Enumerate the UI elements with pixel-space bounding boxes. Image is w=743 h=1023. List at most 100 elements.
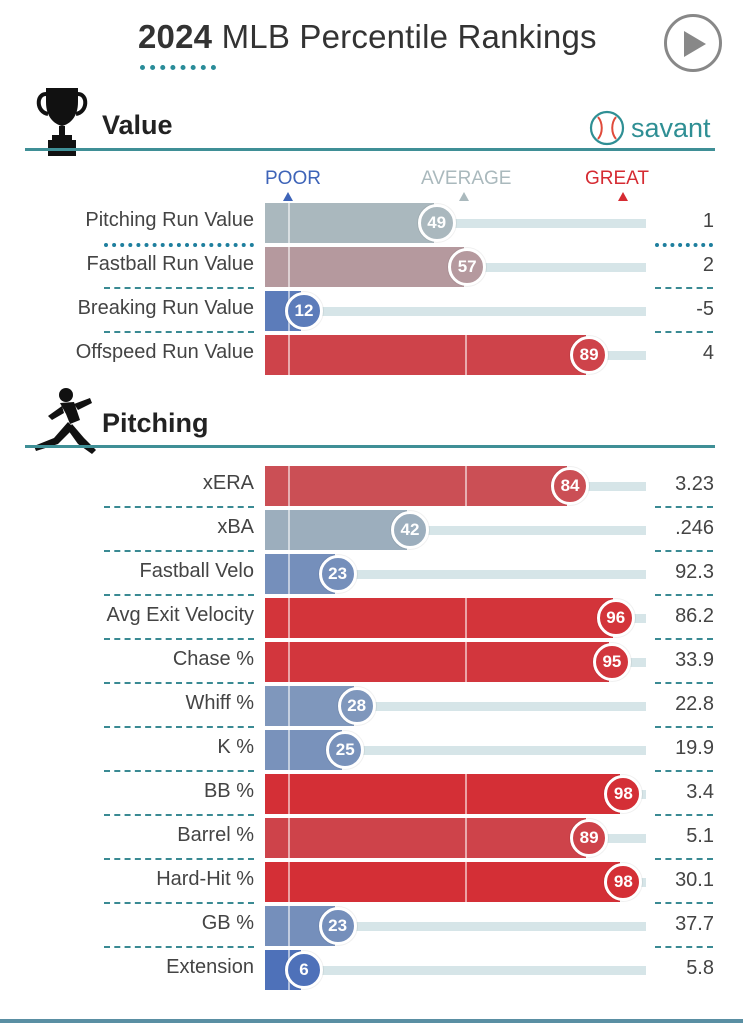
row-separator	[104, 946, 254, 948]
percentile-bar	[265, 247, 465, 287]
row-separator	[104, 331, 254, 333]
bar-gridline	[465, 466, 467, 506]
percentile-track	[265, 307, 646, 316]
bar-gridline	[288, 554, 290, 594]
row-separator	[655, 638, 713, 640]
percentile-bar	[265, 598, 613, 638]
percentile-track	[265, 746, 646, 755]
scale-poor-marker	[283, 192, 293, 201]
savant-brand: savant	[589, 110, 711, 146]
metric-label: Extension	[166, 956, 254, 978]
metric-value: 33.9	[675, 649, 714, 671]
percentile-badge: 96	[596, 599, 635, 637]
row-separator	[655, 814, 713, 816]
row-separator	[104, 638, 254, 640]
metric-value: -5	[696, 298, 714, 320]
metric-row: Whiff % 28 22.8	[0, 686, 743, 726]
metric-label: Chase %	[172, 648, 254, 670]
bar-gridline	[288, 642, 290, 682]
scale-great-label: GREAT	[585, 168, 650, 189]
percentile-bar	[265, 642, 609, 682]
scale-average-label: AVERAGE	[421, 168, 512, 189]
percentile-badge: 98	[604, 863, 643, 901]
row-separator	[104, 726, 254, 728]
percentile-track	[265, 922, 646, 931]
metric-value: 37.7	[675, 913, 714, 935]
percentile-badge: 89	[570, 336, 609, 374]
section-title-pitching: Pitching	[102, 408, 209, 438]
percentile-bar	[265, 335, 587, 375]
bar-gridline	[288, 203, 290, 243]
metric-value: 22.8	[675, 693, 714, 715]
row-separator	[655, 331, 713, 333]
row-separator	[104, 506, 254, 508]
percentile-bar	[265, 818, 587, 858]
metric-row: Fastball Velo 23 92.3	[0, 554, 743, 594]
section-rule-pitching	[25, 445, 715, 448]
bar-gridline	[288, 510, 290, 550]
row-separator	[104, 902, 254, 904]
percentile-badge: 95	[592, 643, 631, 681]
row-separator	[655, 506, 713, 508]
bar-gridline	[465, 774, 467, 814]
percentile-track	[265, 702, 646, 711]
bar-gridline	[288, 818, 290, 858]
bar-gridline	[288, 774, 290, 814]
metric-label: Pitching Run Value	[85, 209, 254, 231]
percentile-badge: 57	[448, 248, 487, 286]
metric-value: .246	[675, 517, 714, 539]
metric-label: xERA	[202, 472, 254, 494]
metric-label: Breaking Run Value	[77, 297, 254, 319]
row-separator	[655, 550, 713, 552]
metric-label: Fastball Velo	[139, 560, 254, 582]
bar-gridline	[465, 862, 467, 902]
bar-gridline	[465, 818, 467, 858]
bar-gridline	[288, 247, 290, 287]
percentile-badge: 42	[391, 511, 430, 549]
metric-row: xERA 84 3.23	[0, 466, 743, 506]
row-separator	[655, 946, 713, 948]
percentile-bar	[265, 862, 621, 902]
metric-row: Avg Exit Velocity 96 86.2	[0, 598, 743, 638]
savant-label: savant	[631, 112, 711, 143]
bottom-rule	[0, 1019, 743, 1023]
bar-gridline	[465, 335, 467, 375]
bar-gridline	[465, 642, 467, 682]
row-separator	[104, 243, 254, 247]
percentile-track	[265, 966, 646, 975]
metric-value: 3.23	[675, 473, 714, 495]
percentile-badge: 23	[318, 555, 357, 593]
metric-value: 2	[702, 254, 714, 276]
metric-row: Barrel % 89 5.1	[0, 818, 743, 858]
title-underline	[140, 65, 216, 70]
row-separator	[104, 550, 254, 552]
play-button[interactable]	[664, 14, 722, 72]
row-separator	[104, 594, 254, 596]
bar-gridline	[288, 730, 290, 770]
metric-label: BB %	[203, 780, 254, 802]
metric-label: Whiff %	[185, 692, 254, 714]
metric-row: Pitching Run Value 49 1	[0, 203, 743, 243]
percentile-badge: 89	[570, 819, 609, 857]
percentile-track	[265, 570, 646, 579]
row-separator	[104, 287, 254, 289]
bar-gridline	[288, 466, 290, 506]
metric-value: 19.9	[675, 737, 714, 759]
metric-row: Breaking Run Value 12 -5	[0, 291, 743, 331]
baseball-icon	[589, 110, 625, 146]
percentile-bar	[265, 466, 568, 506]
metric-label: Hard-Hit %	[156, 868, 254, 890]
metric-row: GB % 23 37.7	[0, 906, 743, 946]
percentile-badge: 49	[417, 204, 456, 242]
metric-label: Fastball Run Value	[86, 253, 255, 275]
metric-label: Offspeed Run Value	[75, 341, 254, 363]
row-separator	[655, 902, 713, 904]
metric-row: K % 25 19.9	[0, 730, 743, 770]
bar-gridline	[288, 598, 290, 638]
metric-row: xBA 42 .246	[0, 510, 743, 550]
bar-gridline	[288, 335, 290, 375]
scale-poor-label: POOR	[265, 168, 321, 189]
row-separator	[655, 858, 713, 860]
metric-label: xBA	[217, 516, 254, 538]
row-separator	[655, 287, 713, 289]
